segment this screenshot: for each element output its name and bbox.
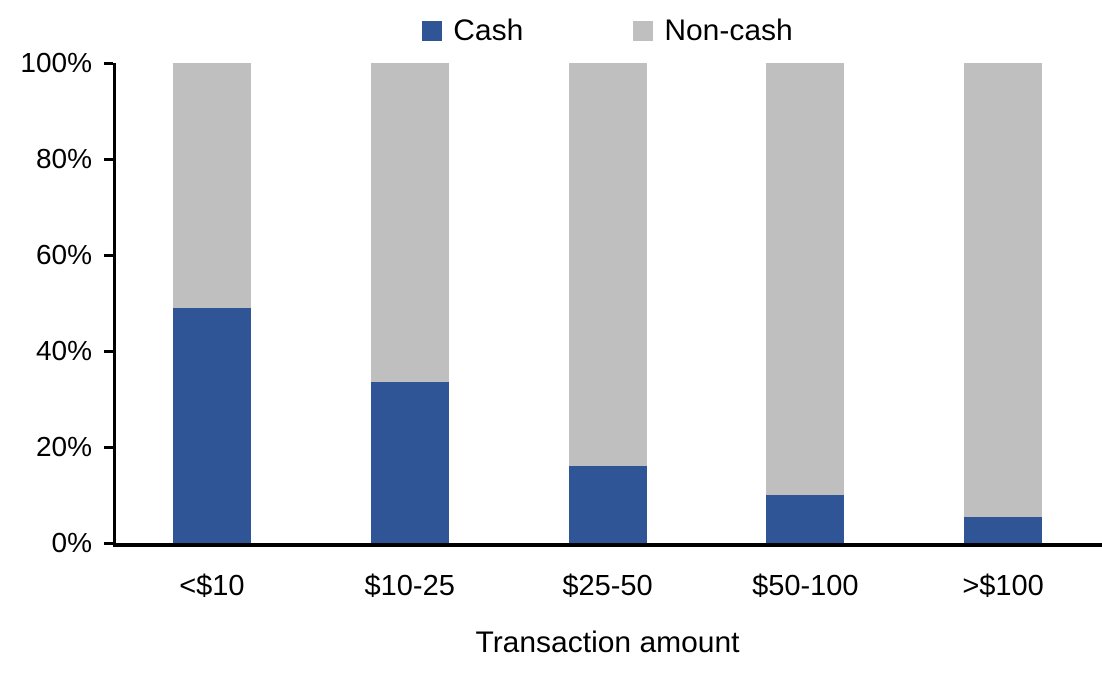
non-cash-legend-swatch-icon <box>633 21 654 41</box>
bar-segment-non-cash <box>370 63 449 383</box>
legend-item-non-cash: Non-cash <box>633 12 793 50</box>
cash-legend-swatch-icon <box>422 21 443 41</box>
bar-3 <box>568 63 647 543</box>
bar-5 <box>964 63 1043 543</box>
bar-segment-non-cash <box>568 63 647 467</box>
y-axis-tick-mark <box>104 542 113 545</box>
bar-4 <box>766 63 845 543</box>
bar-segment-non-cash <box>964 63 1043 517</box>
bar-segment-cash <box>766 495 845 543</box>
x-axis-line <box>113 543 1102 547</box>
bar-segment-cash <box>964 516 1043 543</box>
x-axis-category-label: $25-50 <box>562 570 653 602</box>
y-axis-tick-label: 60% <box>35 239 92 270</box>
y-axis-tick-label: 40% <box>35 335 92 366</box>
y-axis-tick-label: 0% <box>51 527 92 558</box>
legend-label-non-cash: Non-cash <box>664 14 793 47</box>
bar-2 <box>370 63 449 543</box>
bar-segment-cash <box>172 307 251 543</box>
bar-1 <box>172 63 251 543</box>
x-axis-category-label: <$10 <box>179 570 245 602</box>
plot-area <box>113 63 1102 543</box>
chart-legend: Cash Non-cash <box>113 12 1102 50</box>
x-axis-category-label: $50-100 <box>752 570 859 602</box>
bar-segment-non-cash <box>172 63 251 308</box>
y-axis-tick-mark <box>104 62 113 65</box>
bar-segment-cash <box>370 382 449 543</box>
y-axis-tick-label: 20% <box>35 431 92 462</box>
legend-label-cash: Cash <box>453 14 524 47</box>
legend-item-cash: Cash <box>422 12 523 50</box>
y-axis-tick-mark <box>104 158 113 161</box>
x-axis-category-label: >$100 <box>962 570 1044 602</box>
bar-segment-cash <box>568 466 647 543</box>
y-axis-tick-mark <box>104 350 113 353</box>
x-axis-title: Transaction amount <box>475 626 740 659</box>
x-axis-category-label: $10-25 <box>364 570 455 602</box>
y-axis-tick-label: 100% <box>20 47 92 78</box>
y-axis-tick-mark <box>104 254 113 257</box>
y-axis-tick-label: 80% <box>35 143 92 174</box>
bar-segment-non-cash <box>766 63 845 495</box>
y-axis-line <box>113 63 116 547</box>
y-axis-tick-mark <box>104 446 113 449</box>
